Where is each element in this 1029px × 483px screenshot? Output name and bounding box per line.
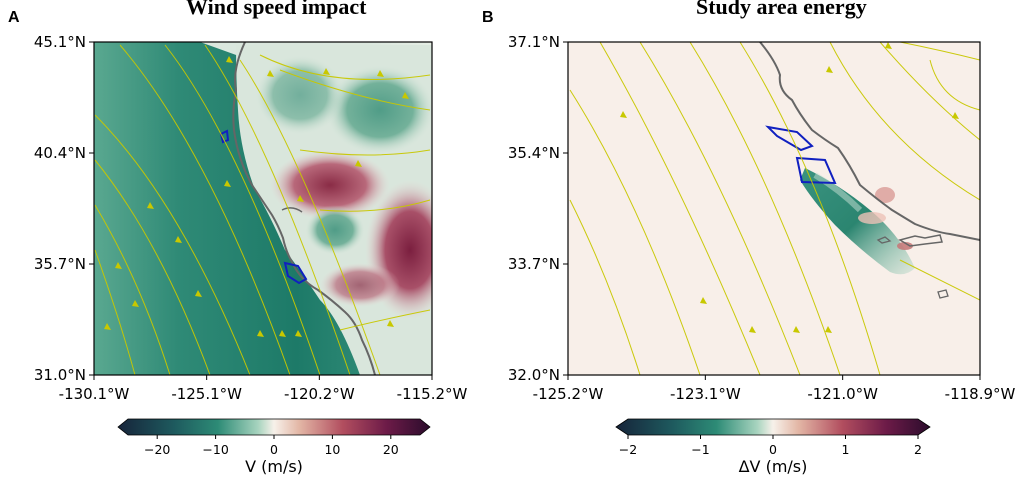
- panel-b-ytick-label: 35.4°N: [508, 144, 560, 162]
- panel-b-xtick-label: -125.2°W: [533, 385, 604, 403]
- panel-a-letter: A: [8, 9, 20, 26]
- panel-a-xtick-label: -130.1°W: [59, 385, 130, 403]
- panel-a-cbtick-label: 10: [324, 442, 340, 457]
- panel-b-colorbar: −2 −1 0 1 2 ΔV (m/s): [615, 418, 931, 476]
- panel-a-ytick-label: 40.4°N: [34, 144, 86, 162]
- panel-a-cbtick-label: −20: [144, 442, 170, 457]
- panel-a-map: [94, 42, 432, 375]
- panel-a-frame: [93, 41, 433, 376]
- panel-a-colorbar-label: V (m/s): [245, 457, 303, 476]
- panel-b-axes: -125.2°W -123.1°W -121.0°W -118.9°W 37.1°N 35…: [508, 33, 1016, 403]
- panel-a-study-area-north: [219, 129, 230, 144]
- panel-b-frame: [567, 41, 981, 376]
- panel-b-colorbar-label: ΔV (m/s): [739, 457, 808, 476]
- panel-a-study-area-south: [283, 261, 308, 285]
- panel-a-xtick-label: -120.2°W: [284, 385, 355, 403]
- panel-a-cbtick-label: 0: [270, 442, 278, 457]
- panel-b-study-area-north: [765, 125, 814, 152]
- panel-b-xtick-label: -121.0°W: [807, 385, 878, 403]
- panel-b-study-area-south: [795, 156, 837, 185]
- panel-b-map: [568, 42, 980, 375]
- panel-b-ytick-label: 32.0°N: [508, 366, 560, 384]
- panel-a-axes: -130.1°W -125.1°W -120.2°W -115.2°W 45.1°N 40…: [34, 33, 468, 403]
- panel-b-cbtick-label: −2: [619, 442, 637, 457]
- panel-a-ytick-label: 45.1°N: [34, 33, 86, 51]
- figure-title-left: Wind speed impact: [186, 0, 367, 19]
- panel-b-cbtick-label: −1: [691, 442, 709, 457]
- figure-title: Wind speed impact Study area energy: [0, 0, 1029, 24]
- panel-a-cbtick-label: 20: [383, 442, 399, 457]
- figure-title-right: Study area energy: [696, 0, 867, 19]
- panel-b-cbtick-label: 1: [842, 442, 850, 457]
- panel-b-letter: B: [482, 9, 494, 26]
- panel-a-xtick-label: -125.1°W: [171, 385, 242, 403]
- panel-a-ytick-label: 35.7°N: [34, 255, 86, 273]
- panel-b-cbtick-label: 2: [914, 442, 922, 457]
- panel-a-colorbar: −20 −10 0 10 20 V (m/s): [117, 418, 431, 476]
- panel-a-cbtick-label: −10: [202, 442, 228, 457]
- panel-b-ytick-label: 37.1°N: [508, 33, 560, 51]
- panel-a-ytick-label: 31.0°N: [34, 366, 86, 384]
- panel-b-ytick-label: 33.7°N: [508, 255, 560, 273]
- panel-b-xtick-label: -123.1°W: [670, 385, 741, 403]
- panel-b-xtick-label: -118.9°W: [945, 385, 1016, 403]
- panel-b-cbtick-label: 0: [769, 442, 777, 457]
- panel-a-xtick-label: -115.2°W: [397, 385, 468, 403]
